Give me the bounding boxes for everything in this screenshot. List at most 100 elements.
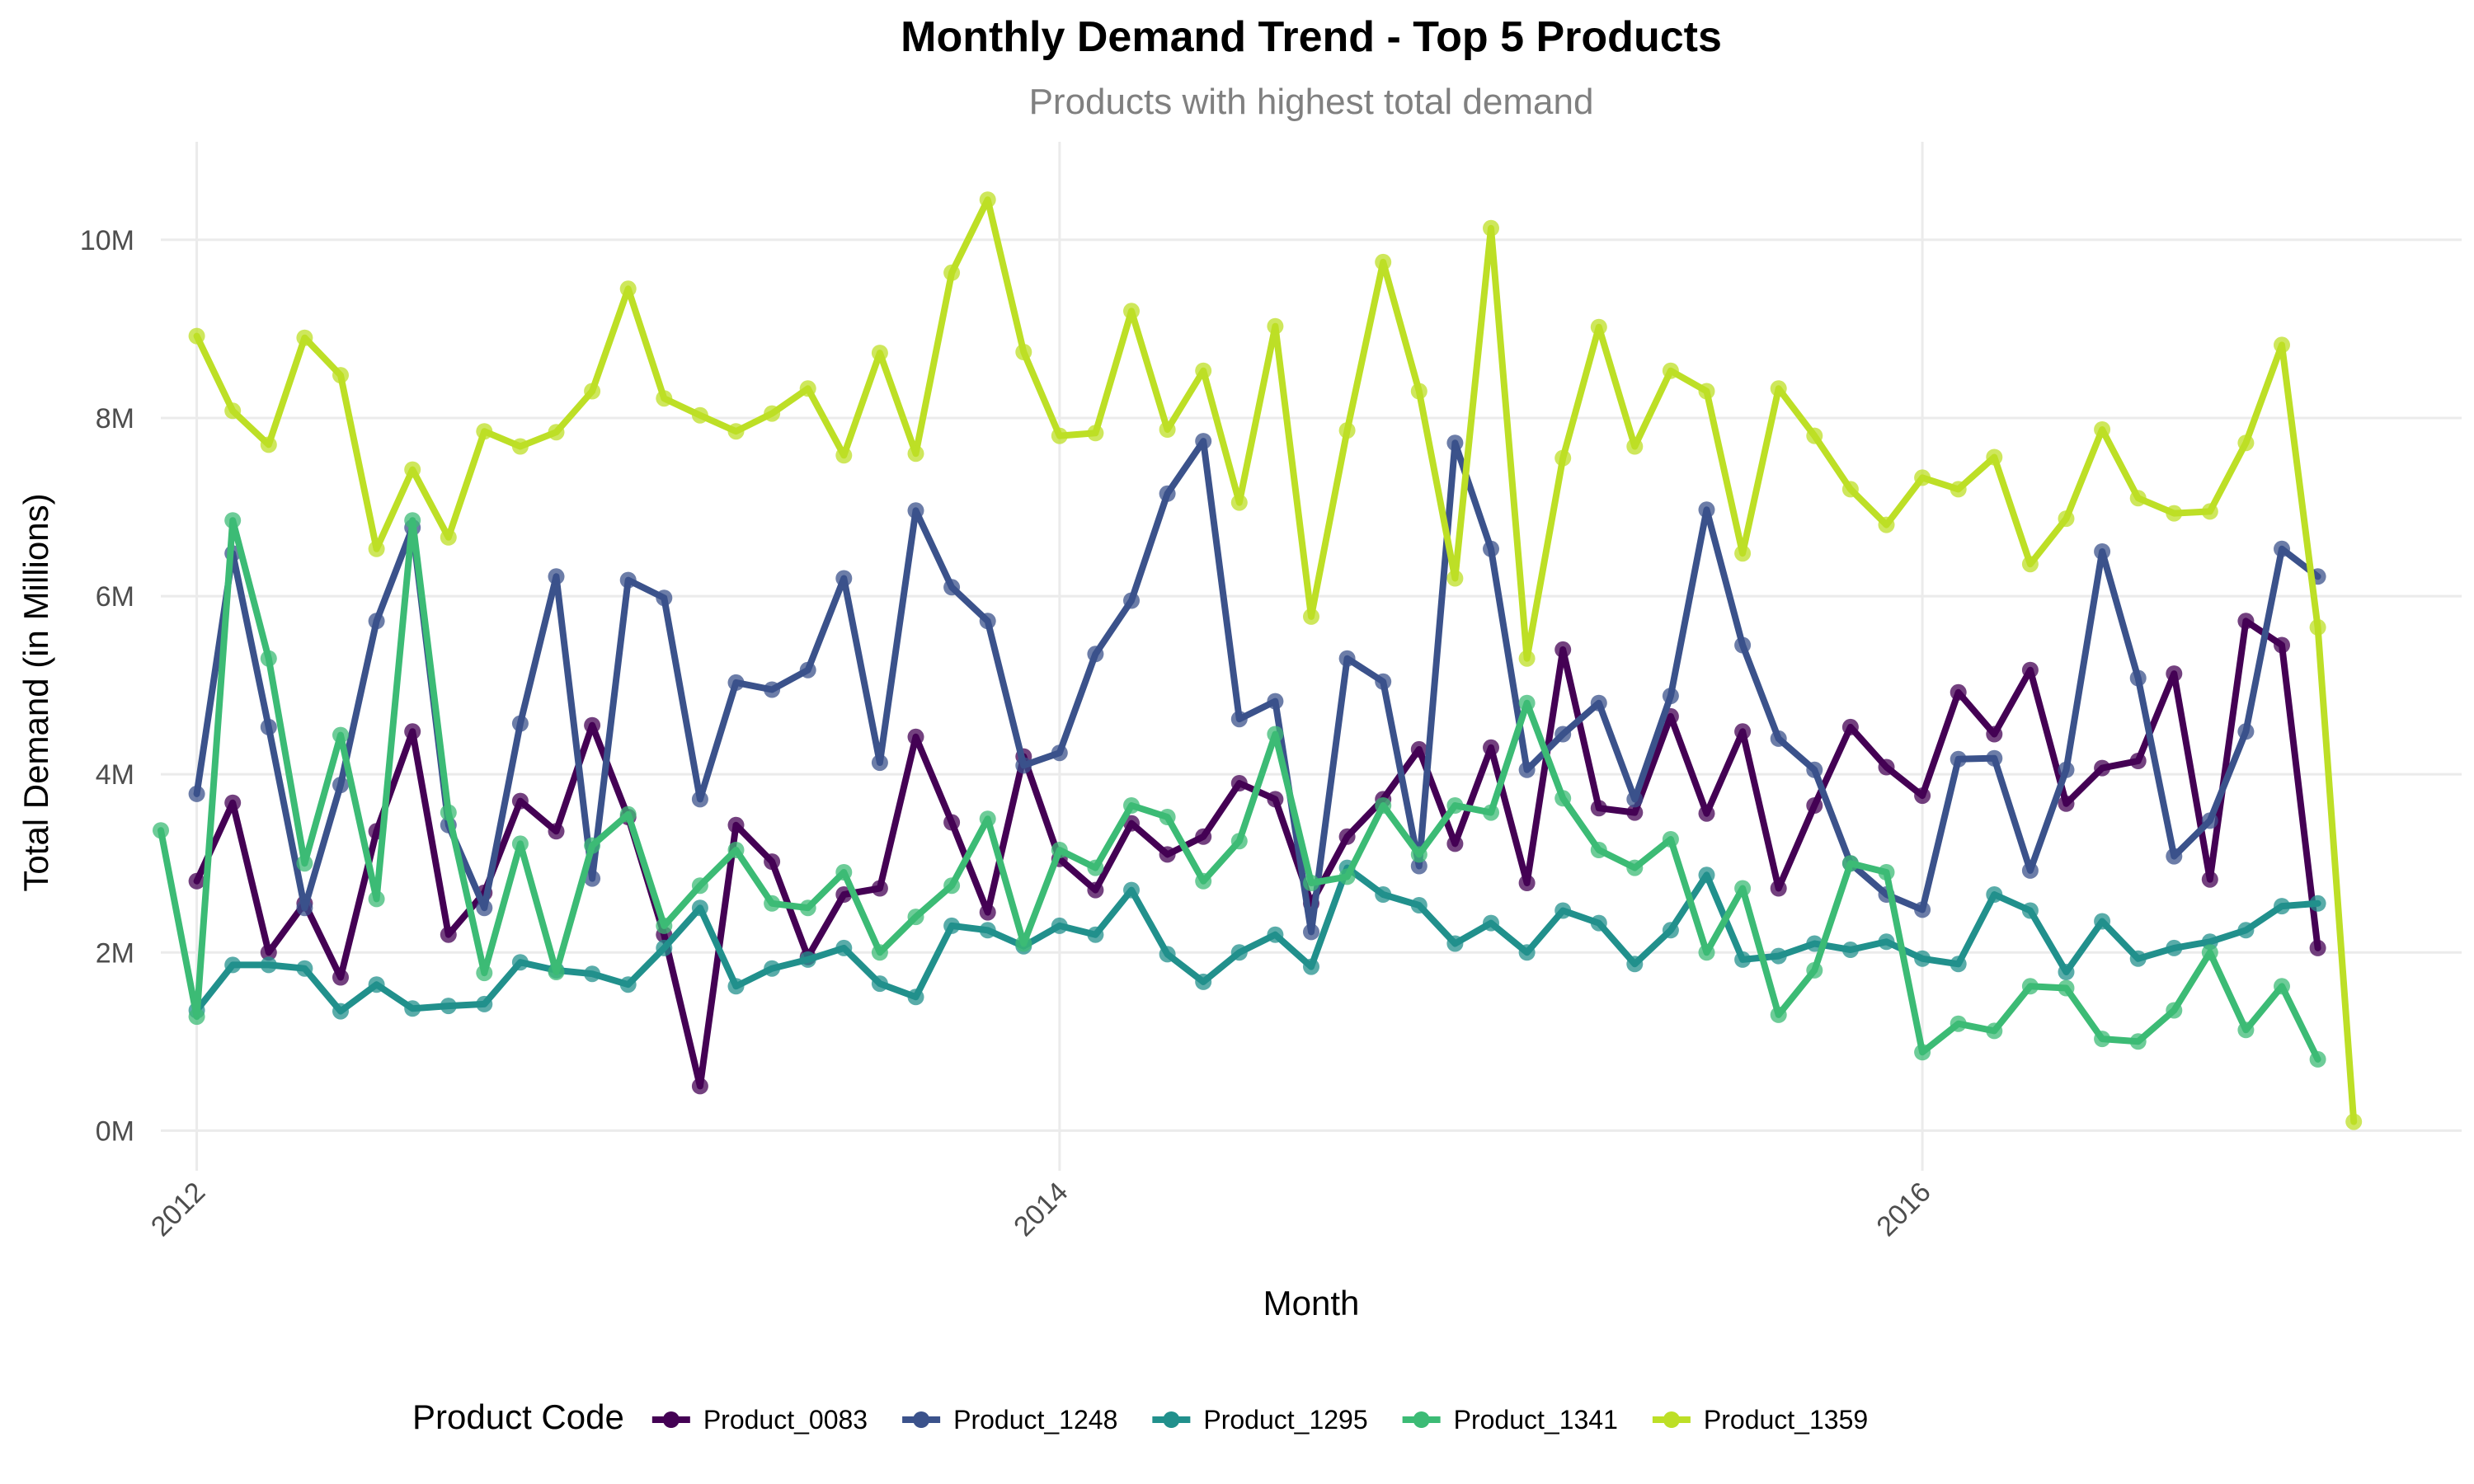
data-point bbox=[1338, 650, 1356, 667]
data-point bbox=[1159, 846, 1176, 863]
data-point bbox=[2309, 1050, 2326, 1068]
data-point bbox=[979, 922, 996, 939]
data-point bbox=[188, 1008, 205, 1026]
data-point bbox=[1626, 804, 1644, 821]
data-point bbox=[943, 814, 961, 831]
legend-label: Product_1341 bbox=[1454, 1405, 1618, 1435]
data-point bbox=[1338, 422, 1356, 439]
data-point bbox=[296, 960, 313, 977]
data-point bbox=[1267, 926, 1284, 943]
legend-key-point bbox=[1413, 1411, 1430, 1428]
data-point bbox=[1626, 859, 1644, 876]
data-point bbox=[764, 681, 781, 698]
legend-label: Product_1295 bbox=[1203, 1405, 1367, 1435]
data-point bbox=[907, 502, 924, 519]
data-point bbox=[1267, 317, 1284, 335]
data-point bbox=[2094, 913, 2111, 930]
data-point bbox=[584, 965, 601, 983]
legend-title: Product Code bbox=[412, 1397, 624, 1436]
data-point bbox=[548, 568, 565, 585]
data-point bbox=[1015, 344, 1032, 360]
data-point bbox=[1410, 846, 1427, 863]
data-point bbox=[368, 613, 385, 630]
data-point bbox=[1195, 433, 1212, 450]
data-point bbox=[404, 1000, 421, 1017]
legend-item: Product_1359 bbox=[1652, 1405, 1868, 1435]
data-point bbox=[2058, 510, 2075, 528]
data-point bbox=[1375, 797, 1392, 814]
data-point bbox=[584, 383, 601, 400]
data-point bbox=[1590, 842, 1607, 858]
data-point bbox=[1554, 790, 1572, 807]
data-point bbox=[1483, 739, 1499, 756]
data-point bbox=[476, 965, 493, 982]
data-point bbox=[764, 405, 781, 422]
legend: Product Code Product_0083 Product_1248 Pro… bbox=[412, 1397, 1868, 1436]
data-point bbox=[727, 674, 745, 691]
data-point bbox=[1734, 880, 1752, 897]
data-point bbox=[1195, 973, 1212, 990]
data-point bbox=[511, 835, 529, 852]
data-point bbox=[1986, 886, 2003, 903]
data-point bbox=[584, 870, 601, 887]
data-point bbox=[511, 715, 529, 732]
data-point bbox=[2237, 434, 2255, 452]
data-point bbox=[1734, 636, 1752, 654]
data-point bbox=[1950, 1015, 1967, 1032]
data-point bbox=[2345, 1113, 2363, 1130]
legend-item: Product_1341 bbox=[1402, 1405, 1618, 1435]
data-point bbox=[332, 777, 349, 794]
data-point bbox=[1123, 881, 1140, 899]
data-point bbox=[943, 264, 961, 281]
data-point bbox=[1914, 1044, 1931, 1061]
data-point bbox=[727, 842, 745, 858]
data-point bbox=[907, 728, 924, 745]
data-point bbox=[656, 939, 673, 956]
data-point bbox=[727, 423, 745, 440]
data-point bbox=[1230, 944, 1248, 961]
data-point bbox=[2201, 944, 2218, 961]
plot-area bbox=[153, 191, 2363, 1130]
data-point bbox=[1123, 797, 1140, 814]
data-point bbox=[1483, 804, 1499, 821]
data-point bbox=[404, 512, 421, 529]
data-point bbox=[2201, 871, 2218, 888]
data-point bbox=[1087, 881, 1104, 899]
data-point bbox=[1410, 857, 1427, 875]
data-point bbox=[1195, 872, 1212, 890]
data-point bbox=[1590, 318, 1607, 336]
y-tick-label: 0M bbox=[96, 1115, 134, 1147]
y-tick-label: 6M bbox=[96, 581, 134, 613]
data-point bbox=[1410, 383, 1427, 400]
data-point bbox=[1554, 641, 1572, 658]
data-point bbox=[2166, 848, 2183, 865]
data-point bbox=[1159, 421, 1176, 438]
data-point bbox=[1087, 926, 1104, 943]
data-point bbox=[2166, 1002, 2183, 1019]
data-point bbox=[1950, 750, 1967, 768]
data-point bbox=[1518, 694, 1536, 711]
data-point bbox=[1518, 761, 1536, 778]
data-point bbox=[1375, 253, 1392, 270]
data-point bbox=[656, 390, 673, 407]
data-point bbox=[1338, 868, 1356, 885]
data-point bbox=[1375, 673, 1392, 690]
legend-key-point bbox=[913, 1411, 930, 1428]
data-point bbox=[1051, 917, 1068, 934]
data-point bbox=[476, 899, 493, 917]
data-point bbox=[332, 367, 349, 384]
data-point bbox=[188, 327, 205, 345]
legend-label: Product_0083 bbox=[703, 1405, 868, 1435]
data-point bbox=[1914, 901, 1931, 918]
data-point bbox=[1950, 956, 1967, 973]
data-point bbox=[2237, 723, 2255, 740]
data-point bbox=[871, 345, 888, 362]
data-point bbox=[368, 540, 385, 557]
y-tick-label: 2M bbox=[96, 937, 134, 969]
data-point bbox=[1123, 303, 1140, 320]
data-point bbox=[260, 956, 277, 974]
data-point bbox=[1230, 775, 1248, 791]
series-product_1341 bbox=[153, 512, 2326, 1068]
data-point bbox=[224, 794, 242, 811]
data-point bbox=[584, 716, 601, 734]
